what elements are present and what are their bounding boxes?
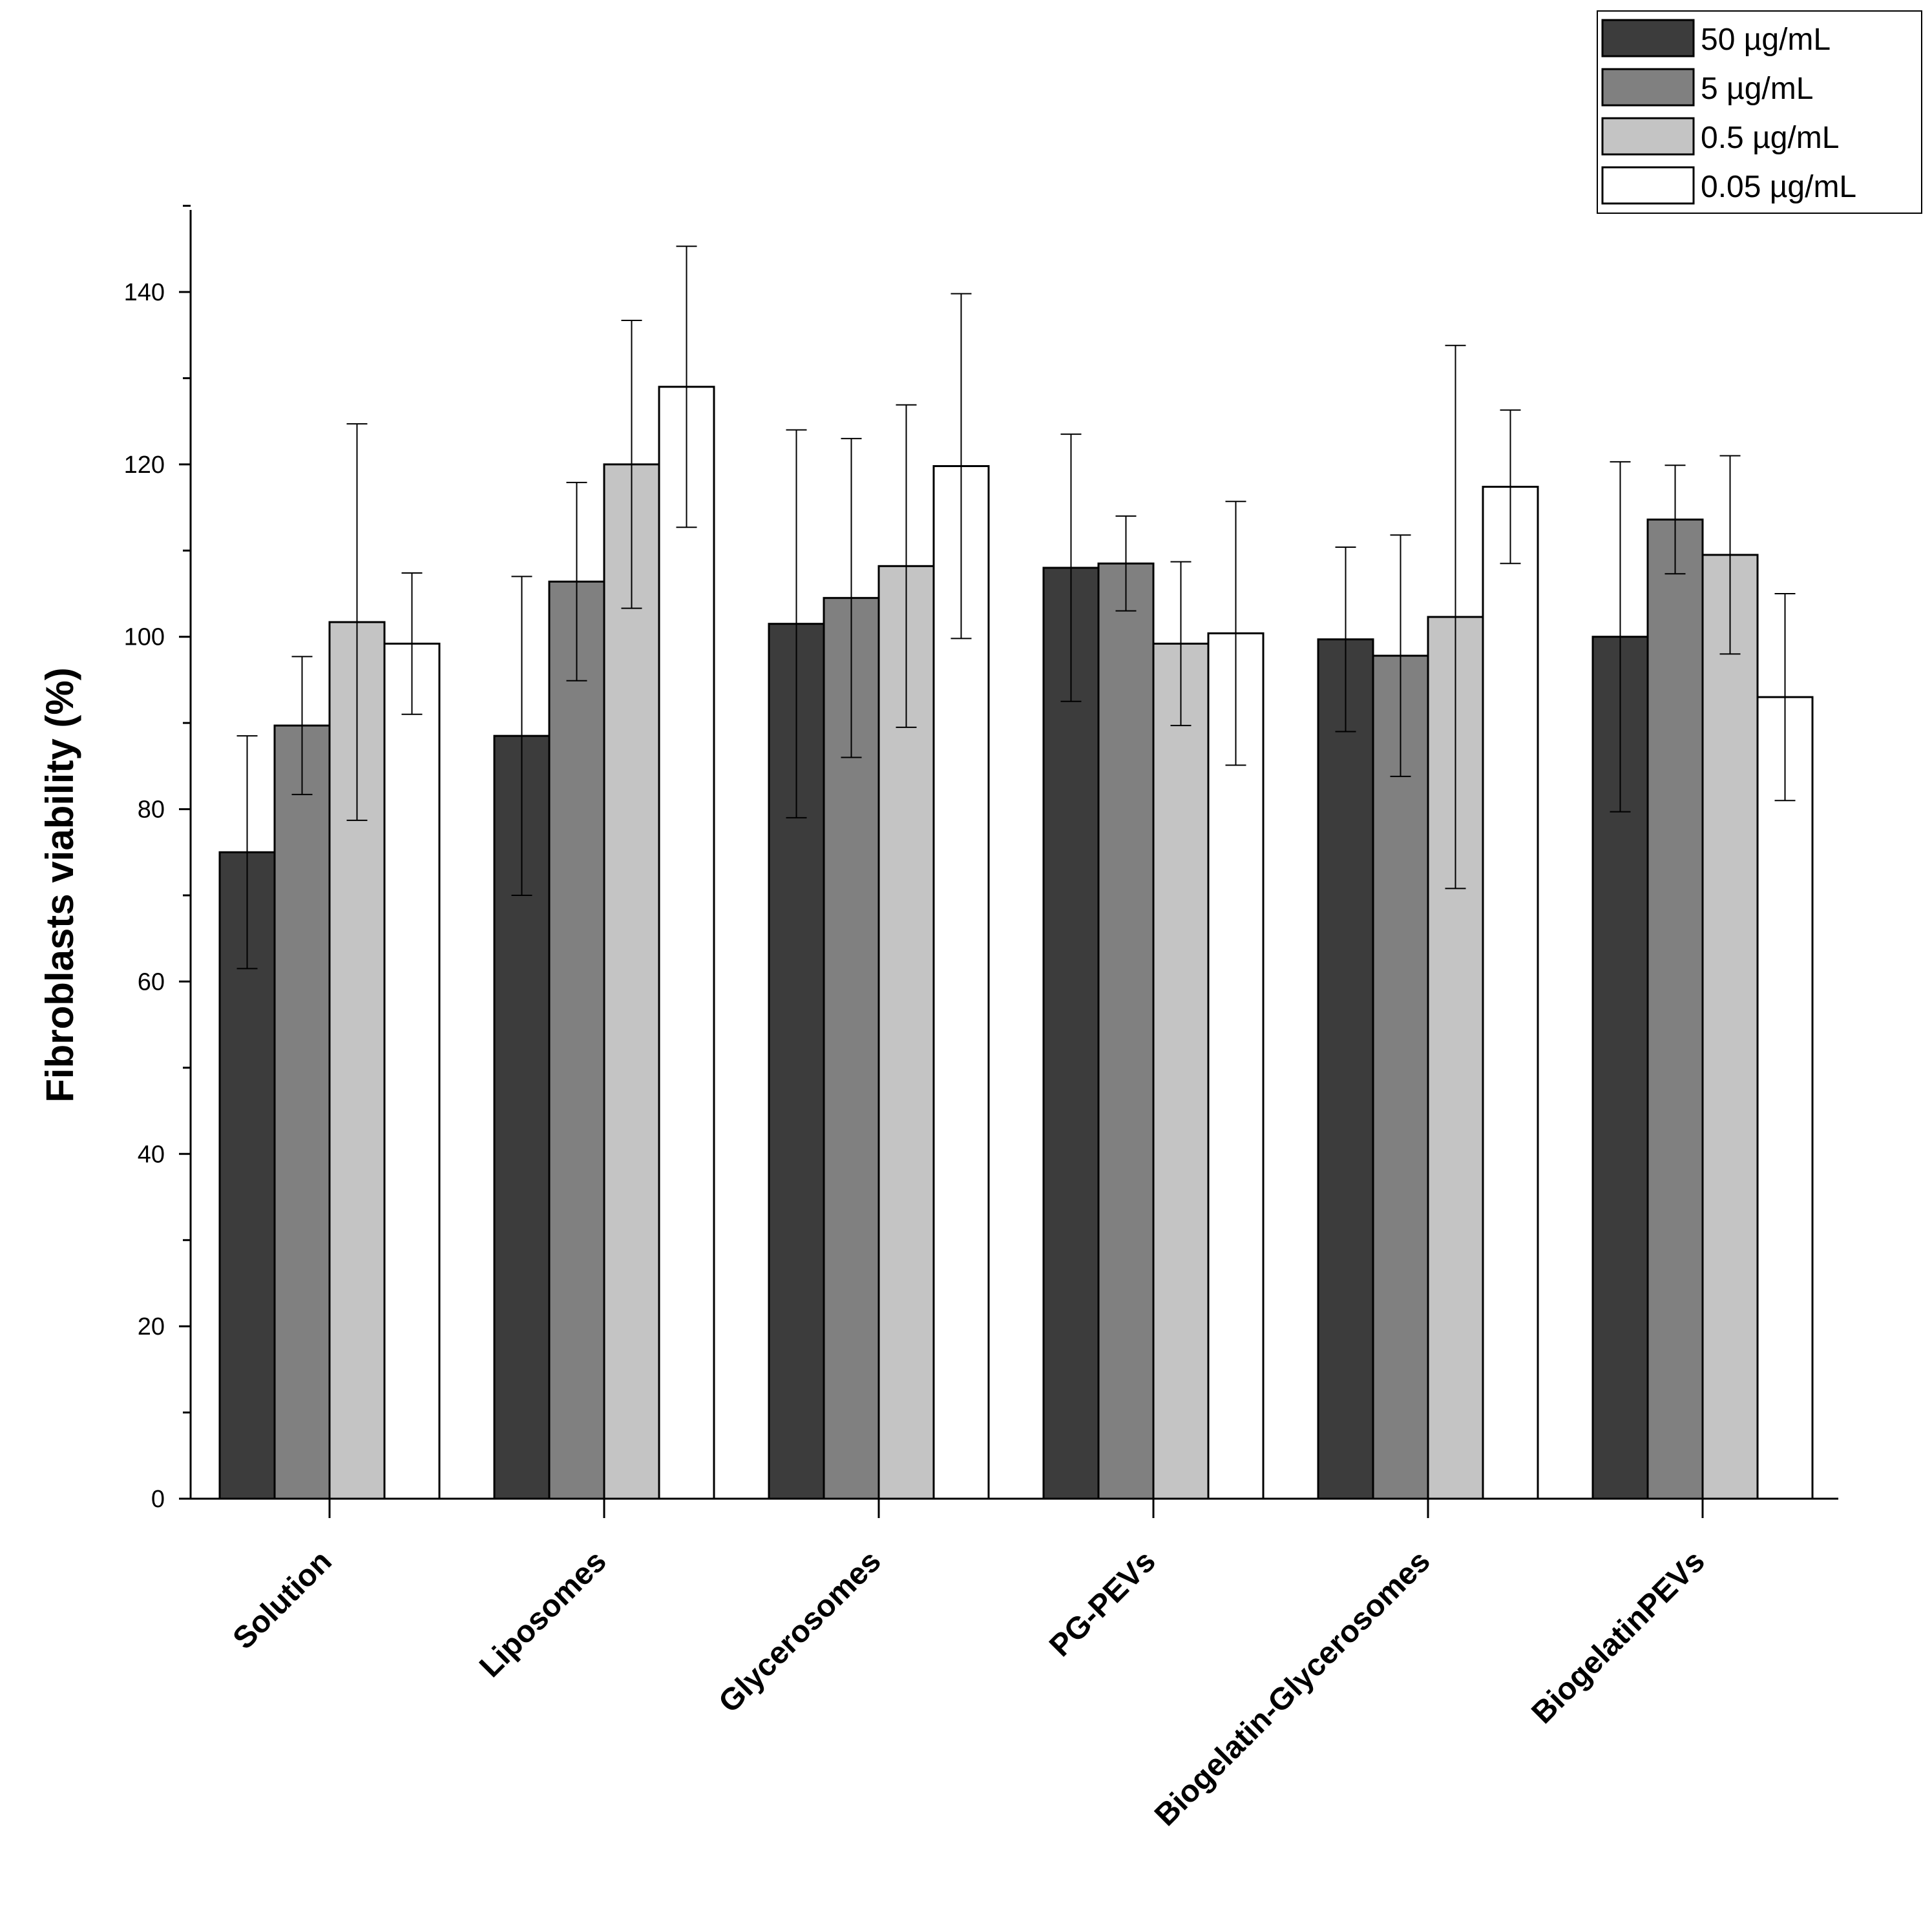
bar <box>1701 554 1759 1500</box>
y-tick-label: 120 <box>124 452 165 479</box>
legend: 50 µg/mL 5 µg/mL 0.5 µg/mL 0.05 µg/mL <box>1597 10 1922 214</box>
error-bars <box>236 245 1796 970</box>
legend-label: 50 µg/mL <box>1701 23 1831 57</box>
legend-label: 5 µg/mL <box>1701 72 1813 106</box>
bar <box>1042 567 1100 1500</box>
bar <box>1756 696 1814 1500</box>
y-tick-label: 80 <box>138 797 165 824</box>
x-tick-label: Solution <box>227 1544 339 1656</box>
y-axis-title: Fibroblasts viability (%) <box>38 667 81 1102</box>
bar <box>1207 632 1265 1500</box>
x-tick-label: Glycerosomes <box>712 1544 887 1719</box>
x-tick-label: Biogelatin-Glycerosomes <box>1148 1544 1437 1833</box>
legend-swatch <box>1601 117 1695 156</box>
x-tick-label: Liposomes <box>473 1544 613 1684</box>
y-tick-label: 20 <box>138 1313 165 1340</box>
legend-label: 0.5 µg/mL <box>1701 121 1839 155</box>
bar <box>658 386 715 1500</box>
bar <box>1646 518 1704 1500</box>
legend-swatch <box>1601 19 1695 57</box>
bar <box>383 642 441 1500</box>
bar <box>1152 642 1210 1500</box>
y-tick-label: 0 <box>151 1486 165 1513</box>
legend-label: 0.05 µg/mL <box>1701 170 1856 204</box>
legend-swatch <box>1601 166 1695 205</box>
bar <box>1097 562 1155 1500</box>
y-tick-label: 60 <box>138 968 165 995</box>
bar <box>603 463 660 1500</box>
y-tick-label: 100 <box>124 624 165 651</box>
x-tick-label: PG-PEVs <box>1043 1544 1162 1663</box>
legend-swatch <box>1601 68 1695 107</box>
bar <box>273 724 331 1500</box>
axes <box>179 205 1838 1518</box>
x-tick-label: BiogelatinPEVs <box>1525 1544 1711 1730</box>
bars <box>218 386 1814 1500</box>
bar <box>548 580 605 1500</box>
bar <box>1317 638 1374 1500</box>
bar <box>1482 486 1539 1500</box>
y-tick-label: 140 <box>124 279 165 306</box>
y-tick-label: 40 <box>138 1141 165 1168</box>
bar <box>1372 654 1429 1500</box>
